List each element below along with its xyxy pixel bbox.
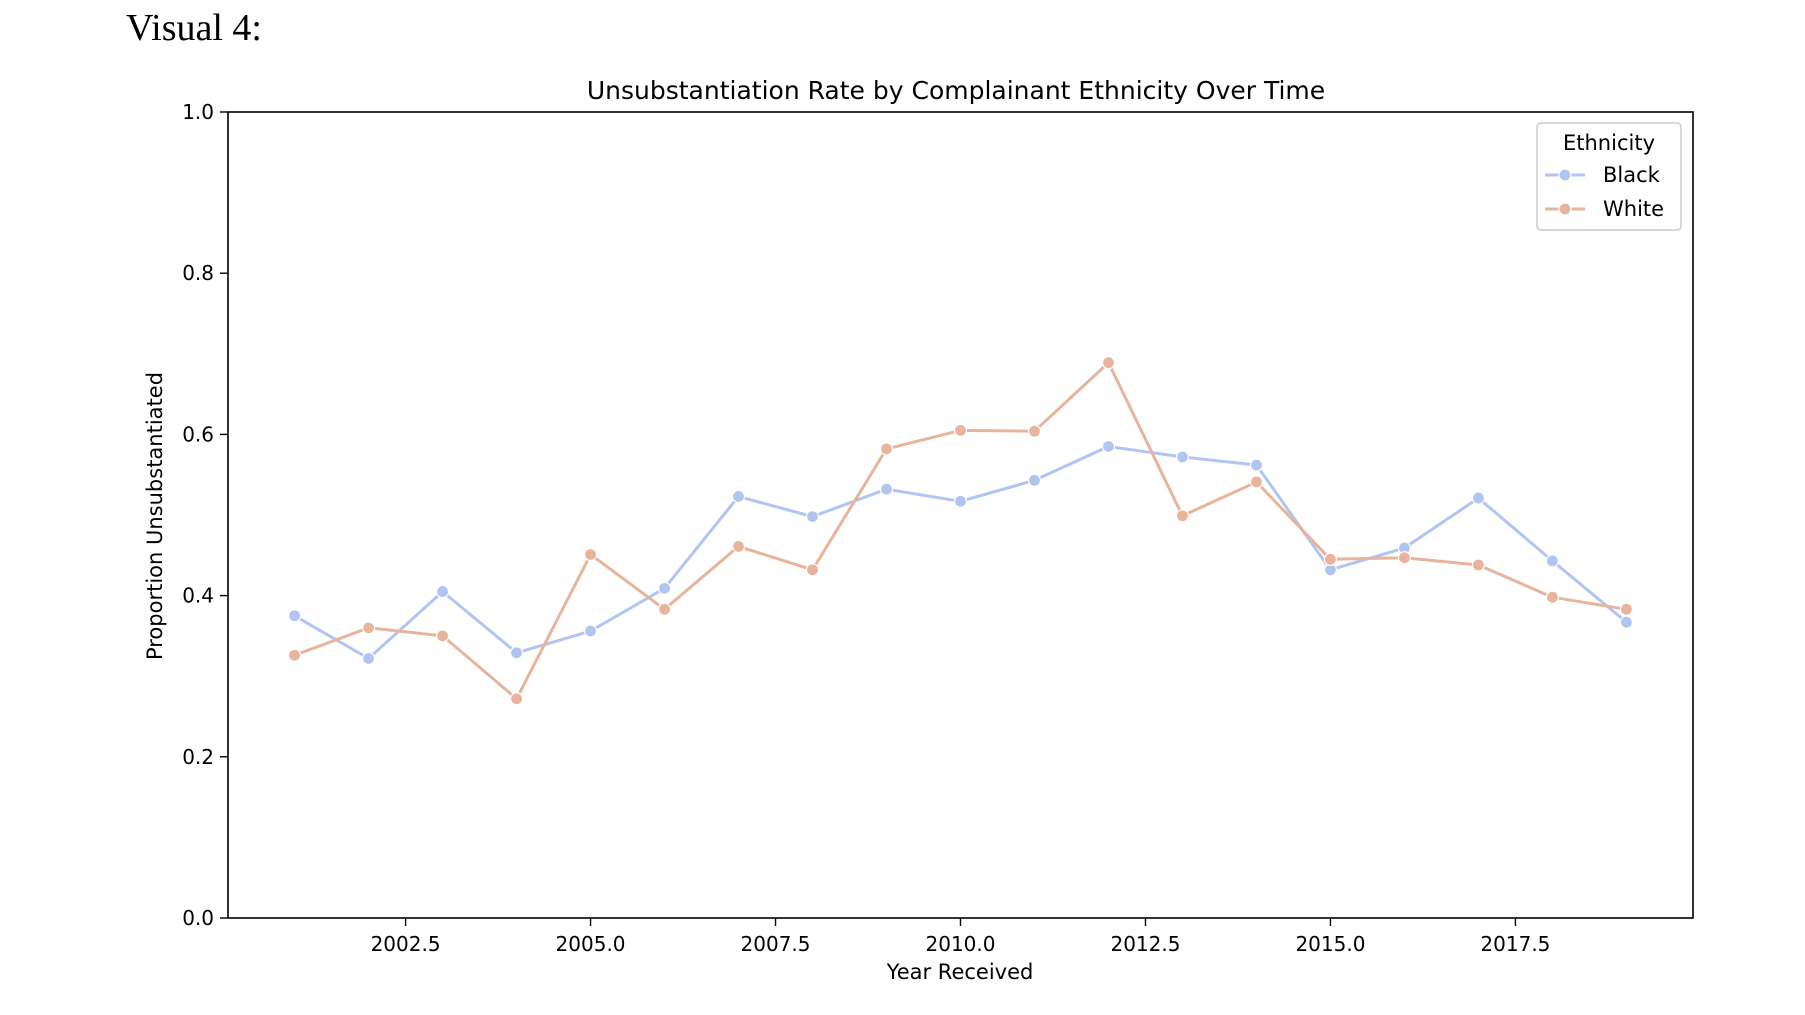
- data-point-white: [879, 442, 894, 456]
- data-point-black: [583, 624, 598, 638]
- plot-frame: [227, 111, 1694, 919]
- y-tick-label: 0.2: [182, 745, 214, 769]
- data-point-black: [953, 494, 968, 508]
- data-point-white: [361, 621, 376, 635]
- data-point-white: [953, 423, 968, 437]
- y-tick-label: 0.0: [182, 906, 214, 930]
- y-tick-label: 0.6: [182, 422, 214, 446]
- x-tick-label: 2002.5: [371, 932, 441, 956]
- x-tick-label: 2012.5: [1110, 932, 1180, 956]
- legend-box: [1536, 122, 1682, 231]
- chart-title: Unsubstantiation Rate by Complainant Eth…: [587, 76, 1325, 105]
- data-point-white: [1397, 551, 1412, 565]
- plot-area: [228, 112, 1693, 918]
- data-point-black: [287, 609, 302, 623]
- legend-label-black: Black: [1603, 163, 1661, 187]
- data-point-white: [805, 563, 820, 577]
- x-tick-label: 2005.0: [556, 932, 626, 956]
- data-point-black: [435, 584, 450, 599]
- y-axis-label: Proportion Unsubstantiated: [143, 372, 167, 660]
- data-point-black: [1101, 439, 1116, 454]
- data-point-white: [435, 629, 450, 643]
- data-point-white: [287, 648, 302, 662]
- data-point-white: [1249, 475, 1264, 489]
- data-point-white: [1471, 558, 1486, 572]
- data-point-white: [1545, 590, 1560, 604]
- data-point-black: [509, 646, 524, 660]
- legend-title: Ethnicity: [1563, 131, 1655, 155]
- series-white: [287, 356, 1634, 706]
- data-point-white: [657, 602, 672, 616]
- legend-marker-black: [1558, 168, 1572, 182]
- x-tick-label: 2017.5: [1480, 932, 1550, 956]
- data-point-white: [1101, 356, 1116, 370]
- legend-marker-white: [1558, 202, 1572, 216]
- data-point-black: [879, 482, 894, 496]
- data-point-black: [1471, 491, 1486, 505]
- y-tick-label: 0.4: [182, 584, 214, 608]
- y-tick-label: 1.0: [182, 100, 214, 124]
- data-point-black: [805, 510, 820, 524]
- series-black: [287, 439, 1634, 666]
- data-point-black: [731, 489, 746, 504]
- data-point-black: [1249, 458, 1264, 472]
- legend-label-white: White: [1603, 197, 1664, 221]
- data-point-white: [509, 692, 524, 706]
- series-layer: [287, 356, 1634, 706]
- data-point-white: [1323, 552, 1338, 566]
- x-tick-label: 2007.5: [741, 932, 811, 956]
- data-point-white: [583, 547, 598, 562]
- data-point-white: [1619, 602, 1634, 616]
- y-tick-label: 0.8: [182, 261, 214, 285]
- x-tick-label: 2015.0: [1295, 932, 1365, 956]
- y-axis-ticks: 0.0 0.2 0.4 0.6 0.8 1.0: [182, 100, 228, 930]
- data-point-white: [1175, 509, 1190, 523]
- data-point-black: [1027, 473, 1042, 487]
- visual-label: Visual 4:: [126, 7, 262, 49]
- x-axis-ticks: 2002.5 2005.0 2007.5 2010.0 2012.5 2015.0 2017…: [371, 918, 1550, 956]
- x-axis-label: Year Received: [886, 960, 1034, 984]
- data-point-white: [731, 539, 746, 554]
- x-tick-label: 2010.0: [926, 932, 996, 956]
- data-point-black: [1545, 554, 1560, 568]
- data-point-black: [361, 651, 376, 666]
- data-point-black: [1175, 450, 1190, 464]
- legend: Ethnicity Black White: [1536, 122, 1682, 231]
- data-point-white: [1027, 424, 1042, 438]
- data-point-black: [657, 581, 672, 595]
- data-point-black: [1619, 615, 1634, 629]
